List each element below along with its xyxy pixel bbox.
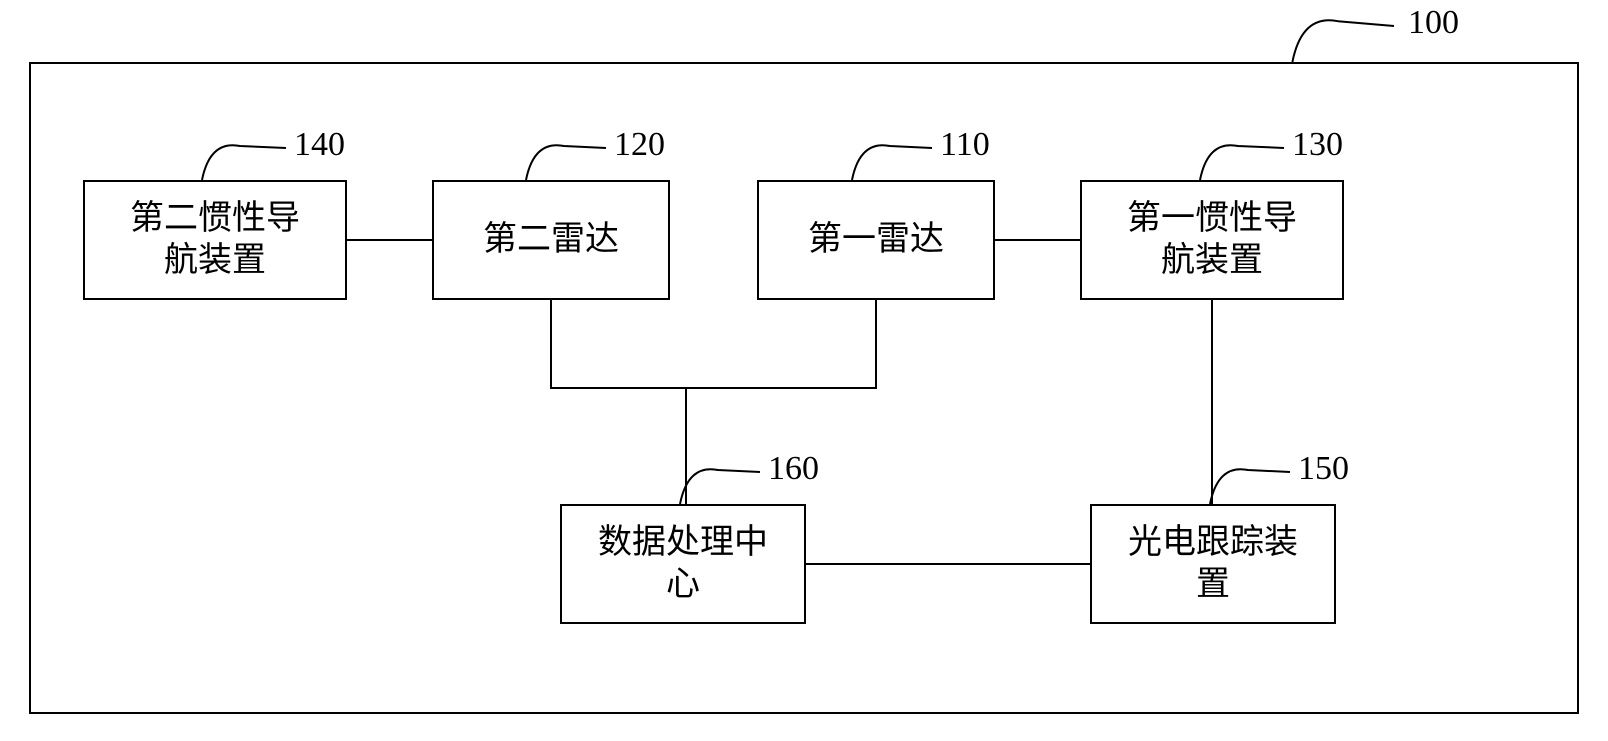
node-data-processing-center: 数据处理中心 <box>560 504 806 624</box>
node-label: 第二惯性导航装置 <box>130 198 300 283</box>
node-label: 第一雷达 <box>808 219 944 262</box>
node-label: 第二雷达 <box>483 219 619 262</box>
node-second-inertial-nav: 第二惯性导航装置 <box>83 180 347 300</box>
ref-label-110: 110 <box>940 126 990 164</box>
node-label: 数据处理中心 <box>598 522 768 607</box>
ref-label-130: 130 <box>1292 126 1343 164</box>
node-label: 第一惯性导航装置 <box>1127 198 1297 283</box>
ref-label-150: 150 <box>1298 450 1349 488</box>
node-label: 光电跟踪装置 <box>1128 522 1298 607</box>
node-first-inertial-nav: 第一惯性导航装置 <box>1080 180 1344 300</box>
node-photoelectric-tracker: 光电跟踪装置 <box>1090 504 1336 624</box>
ref-label-140: 140 <box>294 126 345 164</box>
node-second-radar: 第二雷达 <box>432 180 670 300</box>
ref-label-100: 100 <box>1408 4 1459 42</box>
node-first-radar: 第一雷达 <box>757 180 995 300</box>
ref-label-120: 120 <box>614 126 665 164</box>
diagram-canvas: 第二惯性导航装置 第二雷达 第一雷达 第一惯性导航装置 数据处理中心 光电跟踪装… <box>0 0 1608 741</box>
ref-label-160: 160 <box>768 450 819 488</box>
